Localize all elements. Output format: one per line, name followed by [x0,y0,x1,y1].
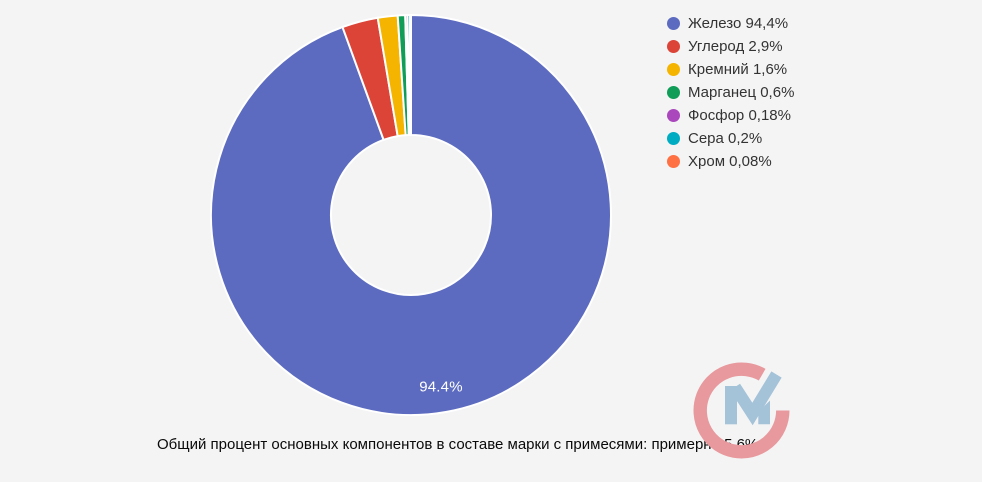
legend-item-label: Хром 0,08% [688,153,772,170]
cm-watermark-logo [693,362,790,459]
logo-m-check-icon [729,371,782,426]
legend-item-7: Хром 0,08% [667,150,794,173]
legend: Железо 94,4% Углерод 2,9% Кремний 1,6% Марг… [667,12,794,173]
legend-item-5: Фосфор 0,18% [667,104,794,127]
pie-slice-1[interactable] [210,13,612,416]
legend-item-label: Кремний 1,6% [688,61,788,78]
legend-item-label: Сера 0,2% [688,130,763,147]
logo-m-right-bar [758,400,770,425]
legend-item-3: Кремний 1,6% [667,58,794,81]
legend-item-4: Марганец 0,6% [667,81,794,104]
legend-item-1: Железо 94,4% [667,12,794,35]
legend-color-swatch-icon [667,132,680,145]
legend-color-swatch-icon [667,17,680,30]
slice-value-label: 94.4% [419,378,463,396]
legend-color-swatch-icon [667,86,680,99]
legend-item-label: Фосфор 0,18% [688,107,791,124]
pie-slice-7[interactable] [408,13,412,137]
legend-item-6: Сера 0,2% [667,127,794,150]
legend-color-swatch-icon [667,155,680,168]
legend-color-swatch-icon [667,63,680,76]
legend-item-label: Железо 94,4% [688,15,789,32]
legend-color-swatch-icon [667,109,680,122]
legend-item-2: Углерод 2,9% [667,35,794,58]
legend-item-label: Углерод 2,9% [688,38,783,55]
donut-chart [210,13,612,416]
logo-c-arc-icon [693,362,790,459]
legend-color-swatch-icon [667,40,680,53]
chart-caption: Общий процент основных компонентов в сос… [157,436,759,453]
legend-item-label: Марганец 0,6% [688,84,795,101]
